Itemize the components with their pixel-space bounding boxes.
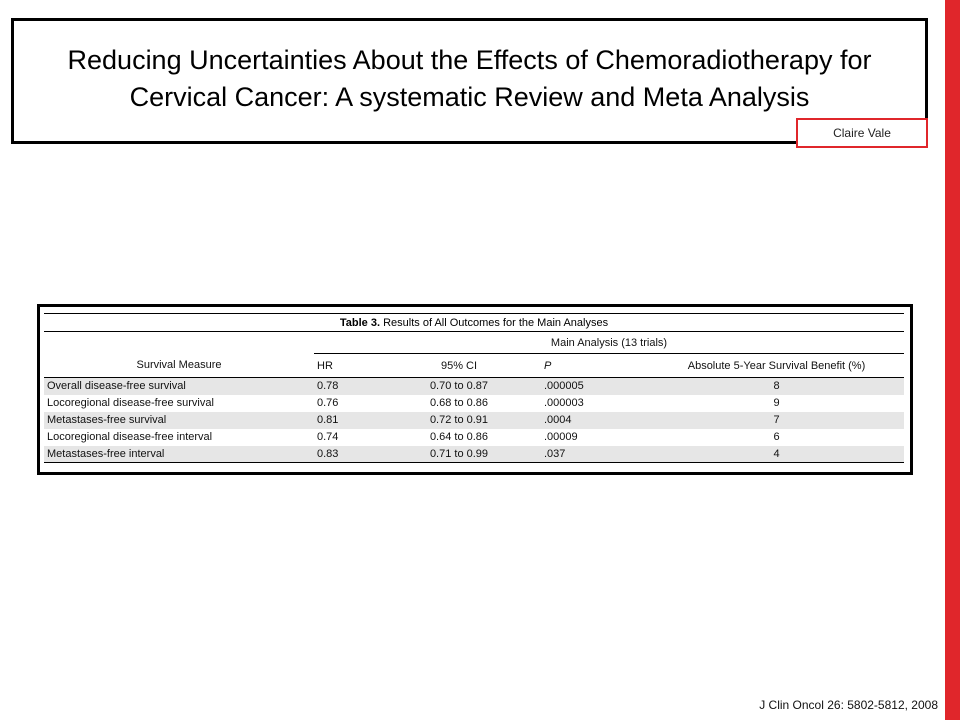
slide-title: Reducing Uncertainties About the Effects…	[67, 45, 872, 112]
cell-hr: 0.81	[314, 411, 399, 429]
table-caption-label: Table 3.	[339, 317, 381, 329]
title-box: Reducing Uncertainties About the Effects…	[11, 18, 928, 144]
cell-measure: Locoregional disease-free survival	[47, 397, 214, 409]
cell-measure: Metastases-free survival	[44, 411, 314, 429]
cell-benefit: 7	[649, 411, 904, 429]
col-header-p: P	[519, 353, 649, 378]
cell-benefit: 8	[649, 377, 904, 395]
cell-hr: 0.74	[317, 431, 339, 443]
cell-p: .0004	[519, 411, 649, 429]
cell-benefit: 9	[773, 397, 780, 409]
citation: J Clin Oncol 26: 5802-5812, 2008	[759, 698, 938, 712]
table-header-row: Survival Measure HR 95% CI P Absolute 5-…	[44, 353, 904, 378]
cell-ci: 0.70 to 0.87	[399, 377, 519, 395]
cell-hr: 0.76	[317, 397, 339, 409]
cell-hr: 0.78	[314, 377, 399, 395]
table-row: Metastases-free interval 0.83 0.71 to 0.…	[44, 445, 904, 463]
cell-measure: Overall disease-free survival	[44, 377, 314, 395]
cell-p: .00009	[544, 431, 578, 443]
accent-bar	[945, 0, 960, 720]
cell-benefit: 4	[649, 445, 904, 463]
table-row: Locoregional disease-free interval 0.74 …	[44, 429, 904, 446]
col-header-benefit: Absolute 5-Year Survival Benefit (%)	[649, 353, 904, 378]
author-badge: Claire Vale	[796, 118, 928, 148]
col-header-ci: 95% CI	[399, 353, 519, 378]
cell-benefit: 6	[773, 431, 780, 443]
group-header: Main Analysis (13 trials)	[314, 331, 904, 354]
cell-ci: 0.68 to 0.86	[429, 397, 489, 409]
results-table: Main Analysis (13 trials) Survival Measu…	[44, 331, 904, 463]
cell-p: .000003	[544, 397, 584, 409]
cell-p: .000005	[519, 377, 649, 395]
table-row: Locoregional disease-free survival 0.76 …	[44, 395, 904, 412]
col-header-measure: Survival Measure	[44, 353, 314, 378]
table-caption: Table 3. Results of All Outcomes for the…	[44, 313, 904, 331]
cell-ci: 0.72 to 0.91	[399, 411, 519, 429]
results-table-image: Table 3. Results of All Outcomes for the…	[37, 304, 913, 475]
cell-ci: 0.64 to 0.86	[429, 431, 489, 443]
cell-p: .037	[519, 445, 649, 463]
cell-hr: 0.83	[314, 445, 399, 463]
cell-measure: Locoregional disease-free interval	[47, 431, 213, 443]
table-caption-text: Results of All Outcomes for the Main Ana…	[383, 317, 609, 329]
table-row: Metastases-free survival 0.81 0.72 to 0.…	[44, 411, 904, 429]
table-row: Overall disease-free survival 0.78 0.70 …	[44, 377, 904, 395]
cell-measure: Metastases-free interval	[44, 445, 314, 463]
col-header-hr: HR	[314, 353, 399, 378]
cell-ci: 0.71 to 0.99	[399, 445, 519, 463]
table-group-header-row: Main Analysis (13 trials)	[44, 331, 904, 354]
